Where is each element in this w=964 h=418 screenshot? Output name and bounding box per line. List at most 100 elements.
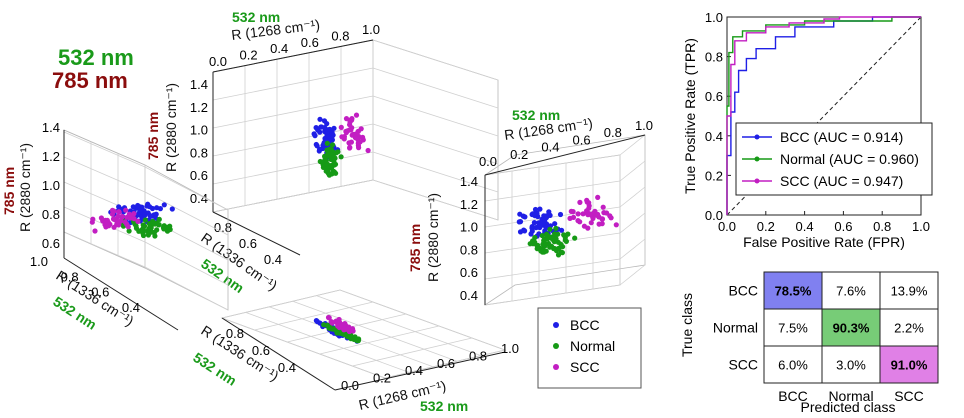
scatter-point-scc — [590, 215, 596, 221]
scatter-point-bcc — [161, 202, 167, 208]
grid-line — [484, 284, 621, 306]
roc-legend: BCC (AUC = 0.914) Normal (AUC = 0.960) S… — [735, 122, 933, 196]
grid-line — [372, 123, 499, 165]
roc-line-normal — [726, 16, 921, 215]
scatter-3d-bottom: 0.80.60.4 0.0 0.2 0.4 0.6 0.8 1.0 R (1336 cm⁻… — [190, 289, 519, 414]
right-tick-2880: 1.0 — [460, 220, 478, 235]
right-axis-2880-label: R (2880 cm⁻¹) — [425, 193, 441, 282]
cm-cell-value: 90.3% — [833, 321, 870, 336]
grid-line — [63, 231, 146, 268]
right-axis-2880-title: 785 nm — [407, 224, 423, 272]
top-tick-1336: 0.8 — [214, 220, 232, 235]
cm-cell — [879, 345, 939, 384]
scatter-point-bcc — [313, 318, 319, 324]
grid-line — [619, 238, 646, 260]
scatter-point-bcc — [318, 124, 325, 130]
scatter-point-bcc — [325, 129, 331, 135]
scatter-point-normal — [152, 221, 158, 227]
scatter-point-scc — [124, 214, 130, 220]
left-tick-1336: 1.0 — [30, 254, 48, 269]
scatter-3d-top: 0.0 0.2 0.4 0.6 0.8 1.0 0.4 0.6 0.8 1.0 1.2 1.4 0.… — [145, 9, 499, 296]
scatter-point-scc — [92, 228, 98, 234]
cm-cell — [821, 345, 881, 384]
scatter-point-scc — [595, 194, 601, 200]
roc-diagonal-line — [726, 16, 922, 216]
scatter-point-scc — [577, 199, 583, 205]
left-tick-2880: 1.0 — [42, 178, 60, 193]
grid-line — [484, 206, 621, 228]
scatter-point-normal — [332, 161, 339, 167]
bottom-tick-1336: 0.4 — [278, 360, 296, 375]
cm-cell-value: 13.9% — [891, 284, 928, 299]
scatter-point-normal — [156, 216, 162, 222]
top-tick-1336: 0.6 — [239, 236, 257, 251]
grid-line — [372, 151, 499, 193]
roc-xtick-label: 1.0 — [912, 219, 930, 234]
bottom-tick-1268: 0.6 — [437, 356, 455, 371]
scatter-point-bcc — [537, 206, 543, 212]
scatter-point-bcc — [534, 211, 540, 217]
scatter-point-scc — [109, 207, 116, 213]
scatter-point-bcc — [330, 132, 336, 138]
top-tick-1268: 0.4 — [270, 41, 288, 56]
cm-cell-value: 7.5% — [778, 321, 808, 336]
cm-row-label: BCC — [728, 283, 758, 299]
scatter-point-bcc — [530, 211, 536, 217]
scatter-point-normal — [324, 140, 330, 146]
cm-cell — [821, 271, 881, 310]
legend-normal-label: Normal — [570, 338, 615, 354]
scatter-point-scc — [338, 124, 344, 130]
grid-line — [245, 312, 410, 373]
cm-cell — [763, 271, 823, 310]
roc-ytick-label: 0.6 — [705, 89, 723, 104]
right-tick-2880: 0.4 — [460, 288, 478, 303]
left-tick-2880: 1.2 — [42, 149, 60, 164]
grid-line — [484, 258, 621, 280]
bottom-tick-1268: 0.2 — [373, 371, 391, 386]
cm-row-title: True class — [679, 293, 695, 357]
scatter-point-bcc — [557, 211, 564, 218]
grid-line — [212, 151, 374, 185]
scatter-point-scc — [341, 323, 347, 329]
right-tick-1268: 0.6 — [573, 132, 591, 147]
scatter-point-normal — [323, 158, 329, 164]
scatter-point-bcc — [135, 202, 141, 209]
scatter-point-scc — [111, 224, 117, 230]
cm-row-label: Normal — [713, 320, 758, 336]
scatter-point-normal — [326, 325, 332, 331]
grid-line — [372, 67, 499, 109]
legend-normal-marker — [553, 343, 559, 349]
scatter-point-normal — [565, 231, 571, 237]
scatter-point-scc — [608, 215, 614, 221]
scatter-point-scc — [116, 209, 122, 215]
bottom-tick-1268: 0.8 — [469, 348, 487, 363]
scatter-point-scc — [585, 225, 591, 231]
left-axis-2880-title: 785 nm — [1, 167, 17, 215]
scatter-point-normal — [147, 224, 153, 231]
scatter-point-normal — [136, 228, 142, 234]
cm-cell — [763, 308, 823, 347]
scatter-point-scc — [135, 218, 141, 224]
top-axis-1268-title: 532 nm — [232, 9, 280, 25]
cm-cell-value: 6.0% — [778, 358, 808, 373]
right-tick-1268: 0.8 — [604, 125, 622, 140]
scatter-point-scc — [585, 210, 591, 216]
cm-cell-value: 78.5% — [775, 284, 812, 299]
grid-line — [316, 295, 482, 356]
grid-line — [212, 95, 374, 129]
scatter-point-bcc — [533, 225, 539, 231]
cm-col-title: Predicted class — [801, 399, 896, 415]
legend-scc-marker — [553, 364, 559, 370]
grid-line — [144, 241, 229, 286]
roc-xlabel: False Positive Rate (FPR) — [743, 234, 905, 250]
grid-line — [484, 154, 621, 176]
top-tick-2880: 1.4 — [190, 77, 208, 92]
scatter-point-normal — [559, 250, 566, 256]
scatter-point-scc — [343, 116, 350, 122]
grid-line — [619, 160, 646, 182]
scatter-point-normal — [338, 154, 344, 160]
bottom-tick-1268: 0.4 — [405, 363, 423, 378]
scatter-point-normal — [561, 232, 567, 238]
roc-ylabel: True Positive Rate (TPR) — [682, 38, 698, 194]
scatter-point-normal — [553, 248, 560, 254]
